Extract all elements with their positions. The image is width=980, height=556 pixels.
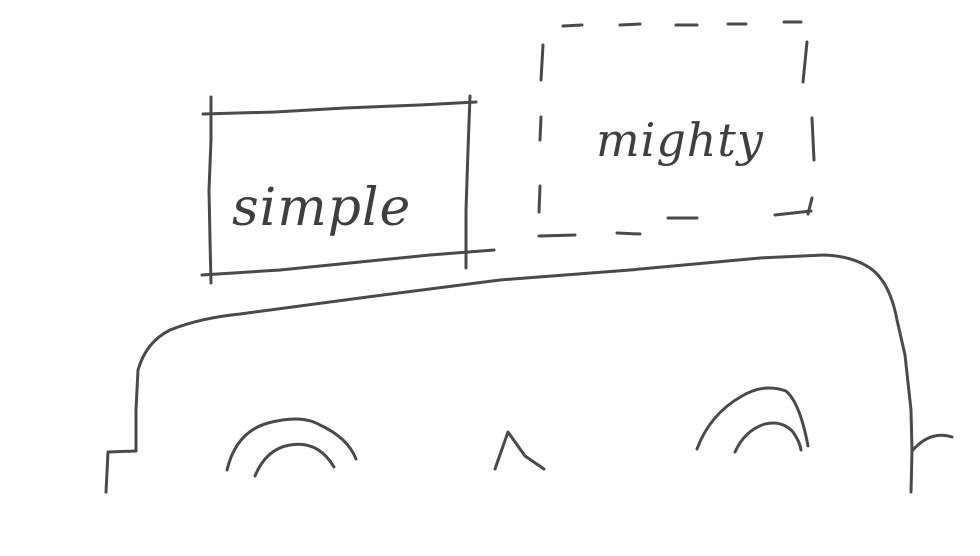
mighty-box-dash-bottom-2 bbox=[615, 231, 642, 236]
simple-box bbox=[200, 94, 496, 285]
mighty-box-label: mighty bbox=[596, 113, 764, 167]
left-eye-inner-arc bbox=[253, 442, 336, 478]
mighty-box-dash-left-1 bbox=[539, 43, 545, 82]
mighty-box-dash-right-2 bbox=[810, 116, 816, 162]
mighty-box bbox=[537, 20, 816, 238]
mighty-box-dash-bottom-4 bbox=[773, 209, 813, 217]
right-eye-outer-arc bbox=[695, 386, 810, 451]
simple-box-left-edge bbox=[207, 95, 213, 285]
simple-box-bottom-edge bbox=[200, 248, 496, 277]
mighty-box-dash-bottom-1 bbox=[537, 233, 577, 238]
simple-box-right-edge bbox=[464, 94, 472, 270]
center-peak bbox=[493, 430, 546, 471]
mighty-box-dash-left-2 bbox=[538, 115, 543, 142]
container-outline bbox=[104, 253, 954, 494]
mighty-box-dash-right-1 bbox=[801, 40, 809, 84]
mighty-box-dash-left-3 bbox=[537, 184, 542, 214]
simple-box-label: simple bbox=[232, 178, 412, 238]
left-eye bbox=[225, 417, 358, 478]
mighty-box-dash-top-1 bbox=[561, 23, 584, 28]
mighty-box-dash-top-2 bbox=[618, 22, 642, 27]
right-eye bbox=[695, 386, 810, 454]
right-eye-inner-arc bbox=[733, 421, 803, 454]
simple-box-top-edge bbox=[201, 100, 478, 116]
left-eye-outer-arc bbox=[225, 417, 358, 472]
